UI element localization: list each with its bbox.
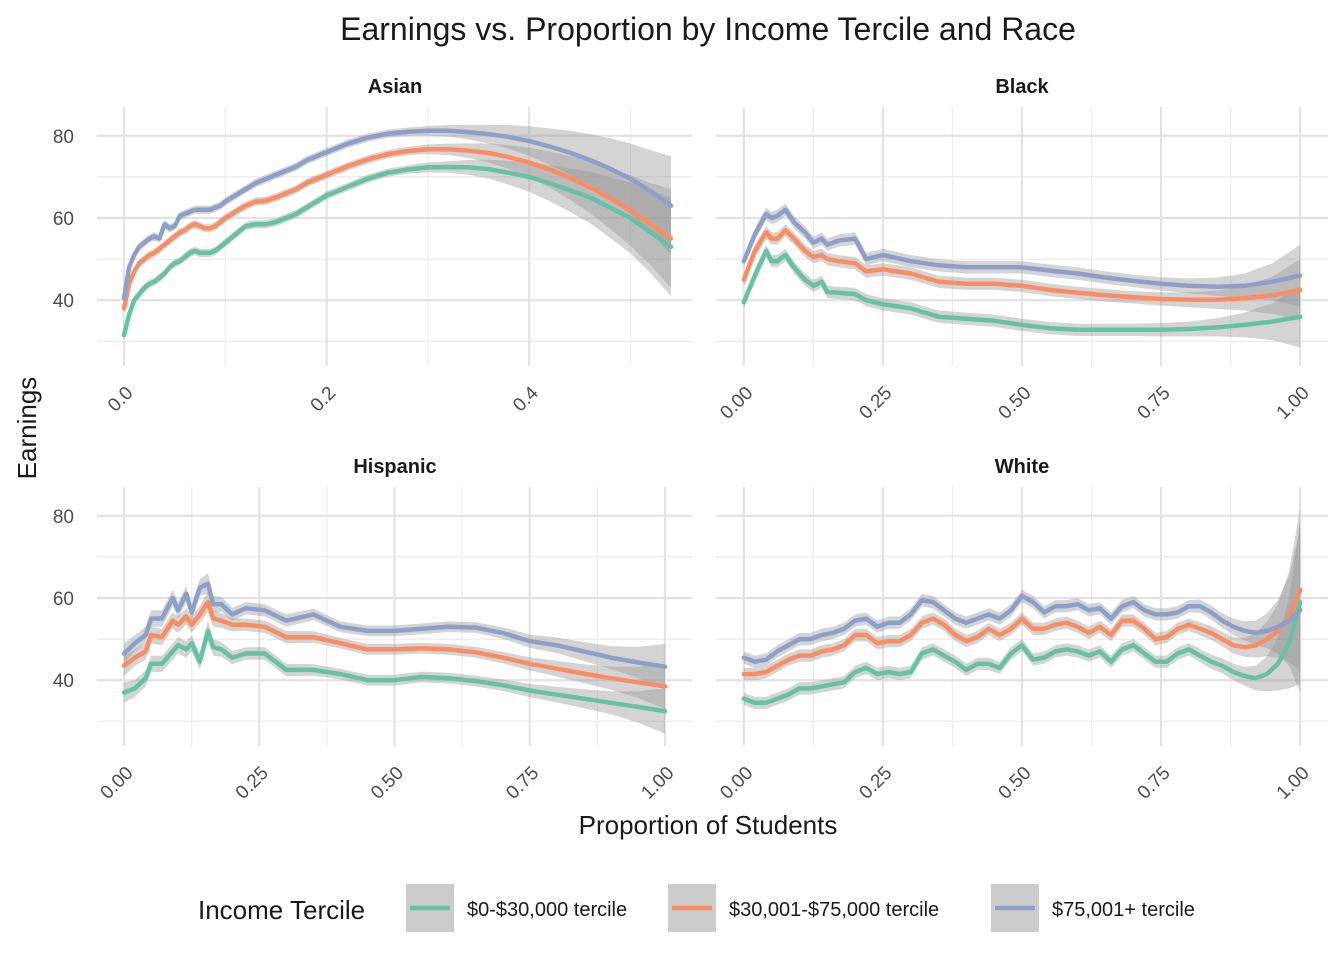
legend-label: $0-$30,000 tercile [467, 899, 627, 921]
confidence-band-75-001-tercile [743, 203, 1301, 307]
y-tick-label: 40 [53, 671, 74, 692]
y-tick-label: 80 [53, 127, 74, 148]
series-line-75-001-tercile [121, 581, 668, 669]
confidence-band-75-001-tercile [124, 124, 671, 303]
x-tick-label: 0.25 [855, 383, 896, 424]
series-line-75-001-tercile [121, 128, 674, 301]
x-tick-label: 0.50 [367, 763, 408, 804]
x-tick-label: 0.50 [995, 383, 1036, 424]
x-tick-label: 0.75 [1134, 763, 1175, 804]
x-tick-label: 0.25 [855, 763, 896, 804]
legend-label: $30,001-$75,000 tercile [729, 899, 939, 921]
x-tick-label: 0.2 [307, 383, 341, 417]
x-tick-label: 0.75 [502, 763, 543, 804]
series-line-75-001-tercile [741, 207, 1303, 289]
x-tick-label: 1.00 [1273, 383, 1314, 424]
confidence-band-30-001-75-000-tercile [743, 224, 1301, 321]
series-line-0-30-000-tercile [121, 164, 674, 338]
series-line-0-30-000-tercile [121, 628, 668, 714]
series-line-30-001-75-000-tercile [741, 587, 1303, 677]
panel-title: Black [995, 76, 1049, 98]
panel-hispanic: Hispanic 40 60 80 0.00 0.25 0.50 0.75 1.00 [53, 456, 692, 804]
x-tick-label: 0.00 [716, 763, 757, 804]
panel-asian: Asian 40 60 80 0.0 0.2 0.4 [53, 76, 692, 416]
facet-panels: Asian 40 60 80 0.0 0.2 0.4 Black 0.00 0.25 0.50 0.7… [53, 76, 1328, 804]
legend: Income Tercile $0-$30,000 tercile $30,001… [198, 884, 1195, 932]
panel-black: Black 0.00 0.25 0.50 0.75 1.00 [716, 76, 1328, 424]
series-line-0-30-000-tercile [741, 248, 1303, 333]
x-tick-label: 0.75 [1134, 383, 1175, 424]
confidence-band-0-30-000-tercile [124, 620, 665, 734]
panel-title: Asian [368, 76, 422, 98]
y-tick-label: 40 [53, 291, 74, 312]
x-tick-label: 1.00 [637, 763, 678, 804]
series-line-75-001-tercile [741, 593, 1303, 664]
x-tick-label: 0.25 [232, 763, 273, 804]
x-tick-label: 0.0 [104, 383, 138, 417]
x-tick-label: 1.00 [1273, 763, 1314, 804]
series-line-0-30-000-tercile [741, 599, 1303, 706]
x-tick-label: 0.00 [716, 383, 757, 424]
legend-title: Income Tercile [198, 895, 365, 925]
legend-label: $75,001+ tercile [1052, 899, 1195, 921]
x-tick-label: 0.4 [509, 382, 543, 416]
x-tick-label: 0.50 [995, 763, 1036, 804]
series-line-30-001-75-000-tercile [121, 599, 668, 689]
x-axis-title: Proportion of Students [579, 810, 838, 840]
series-line-30-001-75-000-tercile [741, 228, 1303, 303]
y-tick-label: 80 [53, 507, 74, 528]
y-tick-label: 60 [53, 589, 74, 610]
y-tick-label: 60 [53, 209, 74, 230]
chart-title: Earnings vs. Proportion by Income Tercil… [340, 11, 1076, 47]
y-axis-title: Earnings [12, 377, 42, 480]
panel-white: White 0.00 0.25 0.50 0.75 1.00 [716, 456, 1328, 804]
panel-title: White [995, 456, 1049, 478]
series-line-30-001-75-000-tercile [121, 147, 674, 311]
panel-title: Hispanic [353, 456, 436, 478]
confidence-band-75-001-tercile [743, 528, 1301, 693]
x-tick-label: 0.00 [97, 763, 138, 804]
